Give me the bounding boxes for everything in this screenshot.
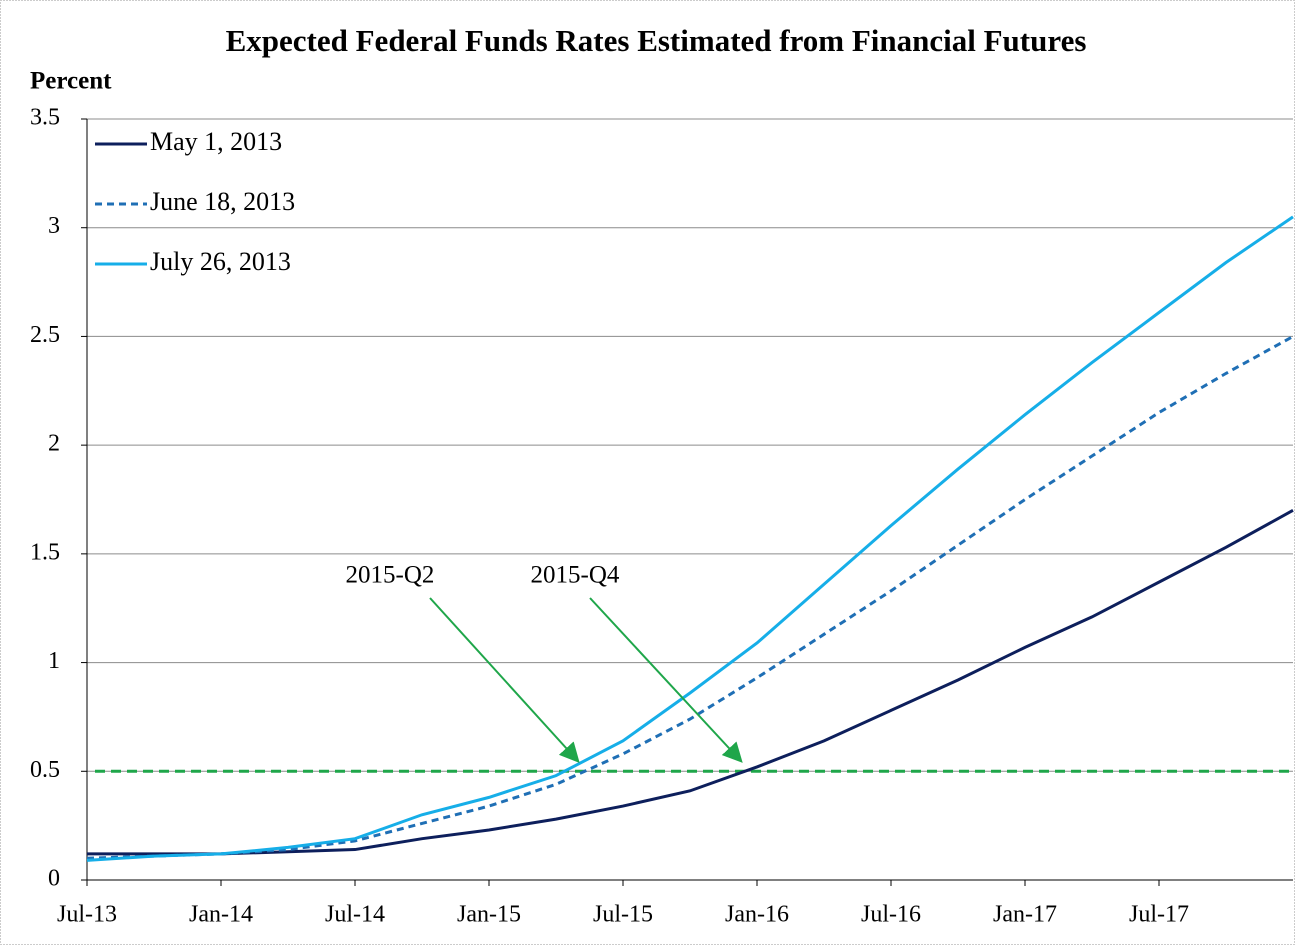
series-line [86, 215, 1294, 862]
series-line [86, 335, 1294, 860]
legend-label: May 1, 2013 [150, 127, 282, 156]
x-tick-label: Jan-17 [993, 902, 1057, 928]
series-line [87, 509, 1294, 856]
y-tick-label: 0.5 [30, 757, 60, 783]
x-tick-label: Jul-17 [1129, 902, 1189, 928]
chart-title: Expected Federal Funds Rates Estimated f… [226, 23, 1087, 58]
annotation-arrow [589, 597, 743, 763]
x-tick-label: Jul-16 [861, 902, 921, 928]
x-tick-label: Jul-13 [57, 902, 117, 928]
y-tick-label: 2 [48, 431, 60, 457]
y-tick-label: 3 [48, 213, 60, 239]
annotation: 2015-Q2 [346, 562, 435, 589]
y-axis-label: Percent [30, 68, 112, 95]
y-tick-label: 3.5 [30, 105, 60, 131]
annotation-arrow [429, 597, 580, 763]
y-tick-label: 0 [48, 866, 60, 892]
x-tick-label: Jan-14 [189, 902, 253, 928]
y-tick-label: 1.5 [30, 539, 60, 565]
legend-label: June 18, 2013 [150, 187, 295, 216]
x-tick-label: Jan-15 [457, 902, 521, 928]
y-tick-label: 2.5 [30, 322, 60, 348]
legend-label: July 26, 2013 [150, 247, 291, 276]
annotation: 2015-Q4 [531, 562, 620, 589]
y-tick-label: 1 [48, 648, 60, 674]
x-tick-label: Jul-15 [593, 902, 653, 928]
x-tick-label: Jan-16 [725, 902, 789, 928]
x-tick-label: Jul-14 [325, 902, 385, 928]
